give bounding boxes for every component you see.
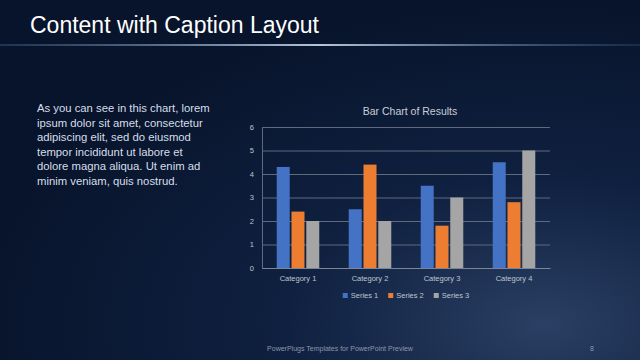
background (0, 0, 640, 360)
y-tick-label: 5 (250, 146, 254, 155)
x-tick: Category 3 (424, 268, 461, 283)
legend-swatch (434, 293, 439, 298)
x-tick-label: Category 4 (496, 274, 533, 283)
x-tick-label: Category 1 (280, 274, 317, 283)
bar (522, 151, 535, 269)
legend: Series 1 Series 2 Series 3 (343, 291, 470, 300)
y-axis-line (263, 128, 551, 269)
legend-label: Series 1 (351, 291, 379, 300)
legend-swatch (388, 293, 393, 298)
x-tick: Category 1 (280, 268, 317, 283)
bar (508, 202, 521, 268)
y-tick-label: 4 (250, 170, 254, 179)
bar (277, 167, 290, 268)
x-tick-label: Category 2 (352, 274, 389, 283)
x-tick: Category 4 (496, 268, 533, 283)
legend-label: Series 2 (396, 291, 424, 300)
y-tick: 5 (250, 146, 550, 155)
y-tick-label: 6 (250, 123, 254, 132)
page-number: 8 (590, 345, 594, 352)
legend-item: Series 2 (388, 291, 424, 300)
bar (421, 186, 434, 268)
grid-line (262, 151, 550, 152)
grid-line (262, 127, 550, 128)
caption-line: adipiscing elit, sed do eiusmod (37, 131, 191, 143)
caption-line: dolore magna aliqua. Ut enim ad (37, 160, 200, 172)
caption-line: ipsum dolor sit amet, consectetur (37, 117, 203, 129)
bar-series (292, 165, 521, 268)
grid-line (262, 268, 550, 269)
grid-line (262, 174, 550, 175)
bar (364, 165, 377, 268)
y-tick-label: 1 (250, 240, 254, 249)
caption-line: minim veniam, quis nostrud. (37, 175, 178, 187)
bar (349, 209, 362, 268)
legend-item: Series 3 (434, 291, 470, 300)
x-axis: Category 1 Category 2 Category 3 Category 4 (263, 268, 551, 283)
y-tick-label: 2 (250, 217, 254, 226)
bar (450, 198, 463, 269)
legend-item: Series 1 (343, 291, 379, 300)
slide-title: Content with Caption Layout (30, 12, 320, 38)
y-axis: 0 1 2 3 4 5 6 (250, 123, 550, 273)
y-tick-label: 0 (250, 264, 254, 273)
footer: PowerPlugs Templates for PowerPoint Prev… (267, 345, 414, 353)
bar (378, 221, 391, 268)
bar (292, 212, 305, 268)
y-tick: 6 (250, 123, 550, 132)
bar-series (306, 151, 535, 269)
x-tick: Category 2 (352, 268, 389, 283)
bars (277, 151, 536, 269)
legend-label: Series 3 (442, 291, 470, 300)
chart: 0123456Category 1Category 2Category 3Cat… (250, 123, 551, 283)
x-axis-line (263, 268, 551, 269)
legend-swatch (343, 293, 348, 298)
caption-line: As you can see in this chart, lorem (37, 102, 210, 114)
caption: As you can see in this chart, lorem ipsum… (37, 102, 210, 187)
bar (436, 226, 449, 268)
y-tick-label: 3 (250, 193, 254, 202)
grid-line (262, 245, 550, 246)
chart-title: Bar Chart of Results (363, 105, 458, 117)
bar (493, 162, 506, 268)
grid-line (262, 198, 550, 199)
grid-line (262, 221, 550, 222)
title-rule (0, 44, 640, 46)
caption-line: tempor incididunt ut labore et (37, 146, 184, 158)
bar-series (277, 162, 506, 268)
x-tick-label: Category 3 (424, 274, 461, 283)
bar (306, 221, 319, 268)
slide: Content with Caption Layout As you can se… (0, 0, 640, 360)
